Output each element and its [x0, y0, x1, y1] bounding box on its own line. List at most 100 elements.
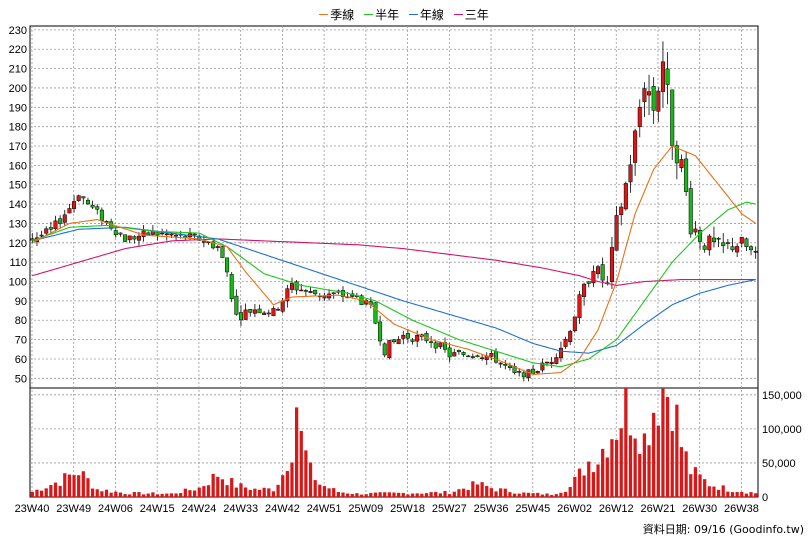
candle-up	[215, 246, 220, 248]
candle-down	[113, 230, 118, 236]
price-tick-label: 230	[9, 25, 27, 37]
x-tick-label: 25W27	[432, 503, 467, 515]
candle-up	[656, 90, 661, 112]
candle-up	[438, 342, 443, 348]
x-tick-label: 24W33	[223, 503, 258, 515]
candle-down	[670, 89, 675, 146]
volume-bar	[318, 484, 322, 497]
price-tick-label: 130	[9, 218, 27, 230]
volume-bar	[243, 487, 248, 497]
candle-up	[572, 316, 577, 332]
volume-bar	[253, 488, 257, 497]
candle-down	[225, 257, 230, 273]
volume-bar	[216, 476, 220, 497]
price-tick-label: 200	[9, 83, 27, 95]
legend-swatch-3year	[453, 14, 463, 15]
candle-down	[521, 372, 526, 378]
x-tick-label: 24W06	[98, 503, 133, 515]
candle-up	[136, 235, 141, 241]
price-tick-label: 100	[9, 277, 27, 289]
volume-bar	[271, 491, 276, 497]
volume-bar	[712, 486, 716, 497]
volume-tick-label: 50,000	[762, 458, 796, 470]
volume-bar	[647, 445, 651, 497]
candle-down	[201, 240, 206, 243]
ma-half-line	[32, 201, 756, 368]
candle-up	[568, 331, 573, 343]
volume-bar	[475, 484, 480, 497]
candle-up	[637, 106, 642, 127]
legend-item-half: 半年	[364, 6, 399, 23]
candle-up	[558, 347, 563, 359]
legend-swatch-half	[364, 14, 374, 15]
volume-bar	[665, 396, 670, 497]
candle-down	[429, 341, 434, 343]
volume-bar	[410, 493, 415, 497]
volume-bar	[587, 461, 591, 497]
candle-up	[582, 283, 587, 297]
candle-up	[526, 369, 531, 378]
chart-legend: 季線 半年 年線 三年	[0, 4, 808, 23]
volume-bar	[642, 433, 647, 497]
volume-bar	[332, 488, 336, 497]
candle-down	[294, 281, 299, 291]
candle-down	[331, 292, 336, 294]
candle-down	[688, 188, 693, 235]
legend-swatch-year	[408, 14, 418, 15]
candle-down	[466, 355, 471, 358]
candle-down	[531, 368, 536, 375]
volume-bar	[698, 474, 702, 497]
price-tick-label: 140	[9, 199, 27, 211]
candle-up	[262, 312, 267, 315]
candle-up	[415, 335, 420, 342]
candle-down	[442, 342, 448, 350]
candle-down	[600, 264, 605, 281]
candle-down	[433, 342, 438, 349]
candle-up	[67, 208, 72, 214]
x-tick-label: 23W49	[56, 503, 91, 515]
volume-bar	[225, 485, 229, 497]
volume-bar	[183, 488, 187, 497]
volume-bar	[322, 486, 327, 497]
volume-bar	[415, 493, 419, 497]
volume-bar	[81, 471, 85, 497]
candle-down	[651, 86, 656, 111]
ma-3year-line	[32, 238, 756, 286]
volume-bar	[420, 493, 424, 497]
candle-down	[711, 237, 716, 243]
data-date-note: 資料日期: 09/16 (Goodinfo.tw)	[642, 523, 804, 536]
volume-bar	[568, 487, 572, 497]
volume-bar	[582, 475, 586, 497]
volume-bar	[754, 493, 758, 497]
candle-up	[545, 361, 550, 364]
candle-up	[39, 234, 44, 237]
volume-bar	[559, 492, 563, 497]
volume-bar	[304, 450, 308, 497]
x-tick-label: 23W40	[15, 503, 50, 515]
volume-bar	[257, 489, 262, 497]
volume-bar	[63, 473, 67, 497]
candle-down	[85, 199, 90, 205]
candle-down	[721, 242, 726, 247]
candle-up	[642, 88, 647, 102]
candle-down	[716, 238, 721, 240]
volume-bar	[123, 494, 127, 497]
volume-bar	[461, 488, 466, 497]
volume-bar	[378, 492, 382, 497]
volume-bar	[58, 485, 62, 497]
volume-bar	[522, 492, 526, 497]
candle-up	[53, 220, 58, 229]
candle-down	[229, 274, 234, 300]
volume-bar	[132, 492, 136, 497]
volume-bar	[628, 435, 633, 497]
price-tick-label: 160	[9, 160, 27, 172]
volume-bar	[248, 489, 252, 497]
volume-bar	[601, 448, 605, 497]
volume-bar	[512, 493, 517, 497]
candle-up	[489, 353, 494, 357]
volume-bar	[53, 482, 58, 497]
candle-up	[614, 215, 619, 251]
candle-down	[405, 333, 410, 339]
candle-down	[146, 232, 151, 236]
volume-bar	[285, 471, 289, 497]
